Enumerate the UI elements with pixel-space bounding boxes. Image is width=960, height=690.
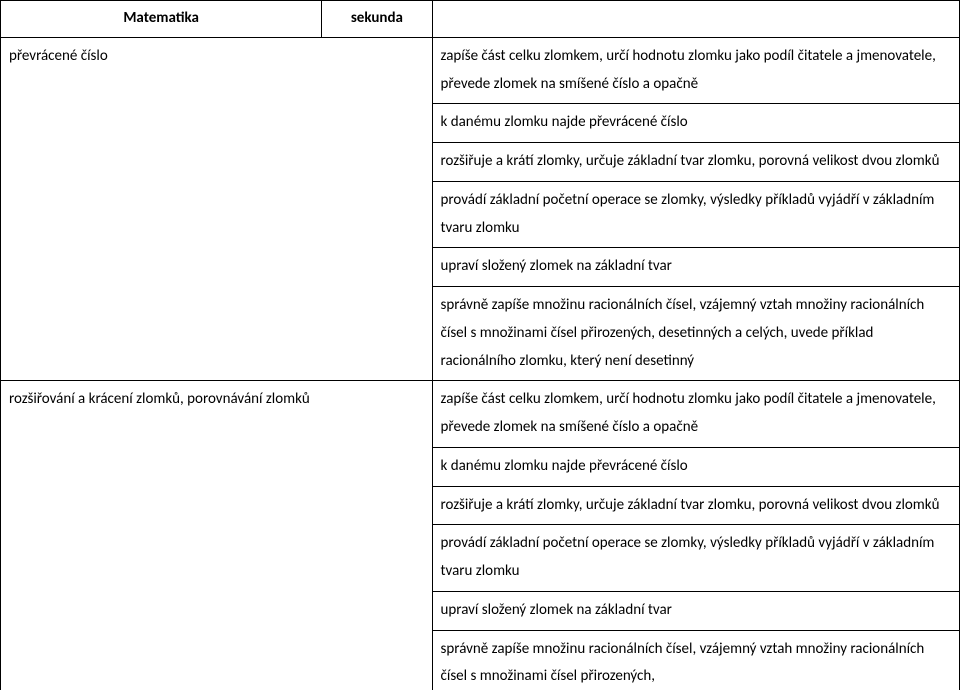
header-row: Matematika sekunda bbox=[1, 1, 960, 38]
topic-cell: rozšiřování a krácení zlomků, porovnáván… bbox=[1, 381, 433, 690]
outcome-cell: provádí základní početní operace se zlom… bbox=[432, 525, 959, 592]
page: Matematika sekunda převrácené číslo zapí… bbox=[0, 0, 960, 690]
outcome-cell: rozšiřuje a krátí zlomky, určuje základn… bbox=[432, 486, 959, 525]
header-grade: sekunda bbox=[322, 1, 432, 38]
outcome-cell: zapíše část celku zlomkem, určí hodnotu … bbox=[432, 37, 959, 104]
outcome-cell: k danému zlomku najde převrácené číslo bbox=[432, 104, 959, 143]
outcome-cell: správně zapíše množinu racionálních číse… bbox=[432, 287, 959, 381]
curriculum-table: Matematika sekunda převrácené číslo zapí… bbox=[0, 0, 960, 690]
topic-cell: převrácené číslo bbox=[1, 37, 433, 381]
outcome-cell: upraví složený zlomek na základní tvar bbox=[432, 248, 959, 287]
table-row: rozšiřování a krácení zlomků, porovnáván… bbox=[1, 381, 960, 448]
outcome-cell: rozšiřuje a krátí zlomky, určuje základn… bbox=[432, 143, 959, 182]
outcome-cell: k danému zlomku najde převrácené číslo bbox=[432, 447, 959, 486]
outcome-cell: zapíše část celku zlomkem, určí hodnotu … bbox=[432, 381, 959, 448]
table-row: převrácené číslo zapíše část celku zlomk… bbox=[1, 37, 960, 104]
header-empty bbox=[432, 1, 959, 38]
outcome-cell: správně zapíše množinu racionálních číse… bbox=[432, 630, 959, 690]
outcome-cell: provádí základní početní operace se zlom… bbox=[432, 181, 959, 248]
outcome-cell: upraví složený zlomek na základní tvar bbox=[432, 591, 959, 630]
header-subject: Matematika bbox=[1, 1, 322, 38]
